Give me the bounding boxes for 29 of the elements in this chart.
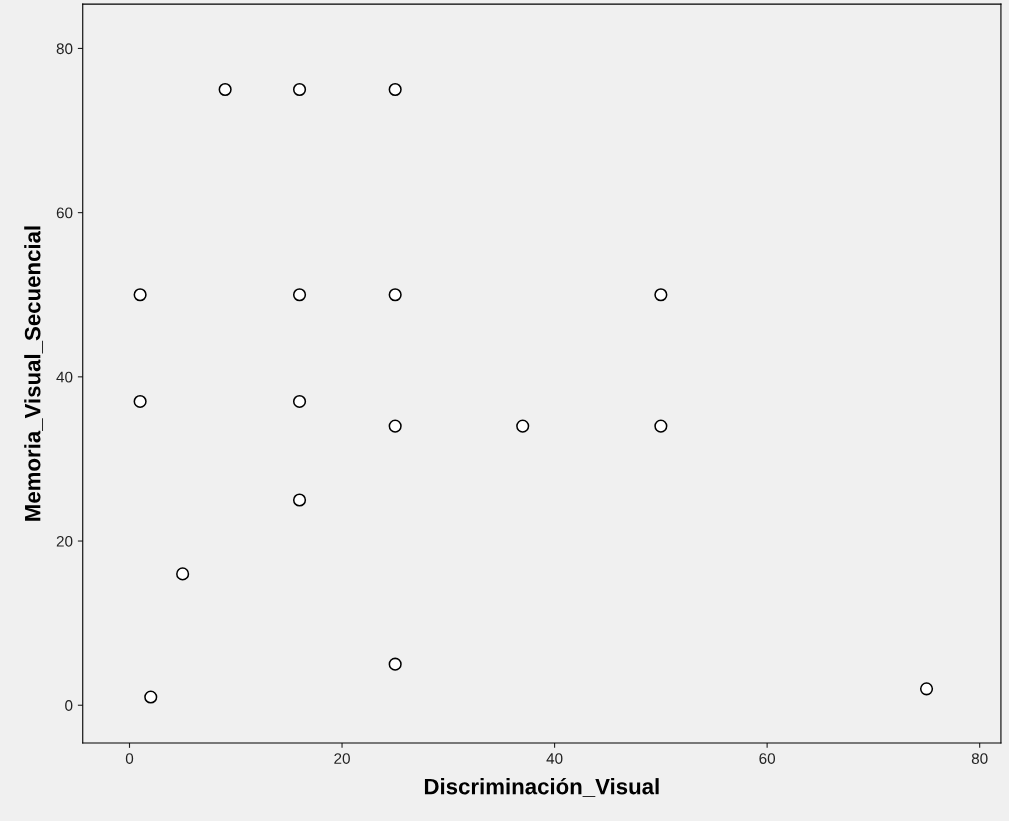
x-tick-label: 20	[334, 753, 350, 764]
y-axis-title: Memoria_Visual_Secuencial	[24, 226, 44, 521]
point	[654, 288, 668, 302]
point	[292, 288, 307, 302]
point	[516, 419, 530, 433]
point	[388, 82, 402, 97]
y-tick-label: 60	[56, 207, 73, 219]
point	[919, 682, 934, 696]
point	[292, 493, 307, 507]
point	[218, 82, 232, 97]
point	[144, 690, 158, 704]
point	[292, 82, 307, 97]
point	[133, 394, 147, 409]
x-tick-label: 60	[759, 753, 776, 764]
point	[388, 419, 402, 433]
y-tick-label: 20	[56, 535, 73, 547]
y-tick-label: 0	[65, 700, 73, 711]
point	[388, 657, 402, 671]
point	[654, 419, 668, 433]
point	[292, 394, 307, 409]
point	[133, 288, 147, 302]
y-tick-label: 40	[56, 371, 73, 383]
x-tick-label: 80	[971, 753, 988, 764]
x-axis-title: Discriminación_Visual	[424, 777, 659, 797]
point	[176, 567, 190, 581]
x-tick-label: 40	[546, 753, 563, 764]
x-tick-label: 0	[125, 753, 134, 764]
point	[388, 288, 402, 302]
y-tick-label: 80	[56, 43, 73, 55]
